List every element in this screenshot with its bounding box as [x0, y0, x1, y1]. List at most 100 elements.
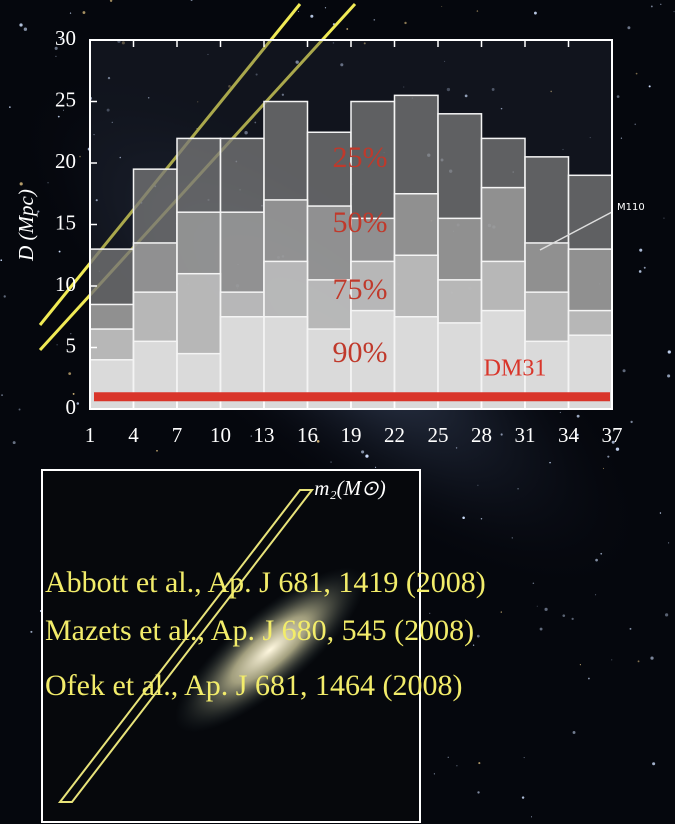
star: [649, 85, 651, 87]
x-axis-label: m₂(M⊙): [314, 476, 386, 500]
star: [456, 765, 457, 766]
star: [456, 447, 457, 448]
star: [595, 559, 598, 562]
star: [361, 450, 364, 453]
star: [30, 631, 32, 633]
star: [58, 116, 60, 118]
x-tick-label: 7: [172, 423, 183, 447]
x-tick-label: 16: [297, 423, 318, 447]
x-tick-label: 22: [384, 423, 405, 447]
star: [346, 28, 348, 30]
star: [77, 402, 80, 405]
star: [512, 537, 513, 538]
star: [522, 796, 524, 798]
series-label: 25%: [333, 141, 388, 174]
star: [630, 628, 632, 630]
y-tick-label: 10: [55, 272, 76, 296]
annotation: M110: [617, 202, 645, 213]
star: [83, 11, 86, 14]
star: [531, 816, 532, 817]
star: [660, 512, 661, 513]
star: [19, 23, 22, 26]
star: [477, 791, 479, 793]
x-tick-label: 13: [254, 423, 275, 447]
star: [644, 267, 646, 269]
y-axis-label: D (Mpc): [14, 189, 38, 262]
star: [441, 6, 442, 7]
star: [634, 124, 636, 126]
star: [544, 608, 547, 611]
y-tick-label: 30: [55, 26, 76, 50]
star: [573, 731, 576, 734]
star: [607, 456, 609, 458]
star: [251, 435, 252, 436]
star: [638, 660, 640, 662]
reference: Abbott et al., Ap. J 681, 1419 (2008): [45, 566, 486, 599]
star: [549, 462, 551, 464]
star: [19, 409, 21, 411]
star: [534, 12, 537, 15]
series-label: 75%: [333, 273, 388, 306]
star: [562, 614, 565, 617]
y-tick-label: 25: [55, 87, 76, 111]
star: [540, 628, 543, 631]
star: [501, 433, 503, 435]
star: [478, 762, 480, 764]
star: [310, 15, 313, 18]
star: [434, 773, 435, 774]
star: [667, 374, 670, 377]
star: [365, 455, 368, 458]
x-tick-label: 19: [341, 423, 362, 447]
x-tick-label: 25: [428, 423, 449, 447]
star: [571, 618, 573, 620]
star: [595, 594, 596, 595]
star: [404, 22, 406, 24]
star: [481, 518, 482, 519]
star: [55, 56, 56, 57]
star: [627, 26, 630, 29]
star: [330, 462, 331, 463]
star: [636, 73, 638, 75]
star: [79, 156, 81, 158]
star: [665, 613, 668, 616]
star: [4, 295, 6, 297]
y-tick-label: 5: [66, 333, 77, 357]
star: [524, 757, 525, 758]
star: [70, 12, 71, 13]
star: [373, 19, 375, 21]
star: [651, 5, 653, 7]
star: [156, 450, 158, 452]
star: [537, 606, 538, 607]
star: [617, 95, 620, 98]
star: [47, 182, 48, 183]
star: [652, 762, 655, 765]
star: [600, 553, 602, 555]
star: [668, 350, 671, 353]
star: [560, 412, 561, 413]
star: [616, 447, 619, 450]
star: [325, 7, 326, 8]
star: [462, 516, 465, 519]
x-tick-label: 1: [85, 423, 96, 447]
slide: 25%50%75%90%DM31M11005101520253014710131…: [0, 0, 675, 824]
star: [477, 635, 480, 638]
star: [501, 611, 502, 612]
star: [588, 678, 590, 680]
x-tick-label: 31: [515, 423, 536, 447]
star: [24, 28, 27, 31]
star: [477, 485, 478, 486]
star: [59, 251, 61, 253]
reference: Ofek et al., Ap. J 681, 1464 (2008): [45, 669, 462, 702]
star: [20, 182, 23, 185]
star: [621, 138, 622, 139]
star: [448, 757, 449, 758]
star: [533, 582, 535, 584]
y-tick-label: 15: [55, 210, 76, 234]
star: [623, 369, 626, 372]
star: [639, 249, 642, 252]
x-tick-label: 28: [471, 423, 492, 447]
star: [660, 4, 661, 5]
star: [68, 372, 71, 375]
star: [650, 657, 653, 660]
